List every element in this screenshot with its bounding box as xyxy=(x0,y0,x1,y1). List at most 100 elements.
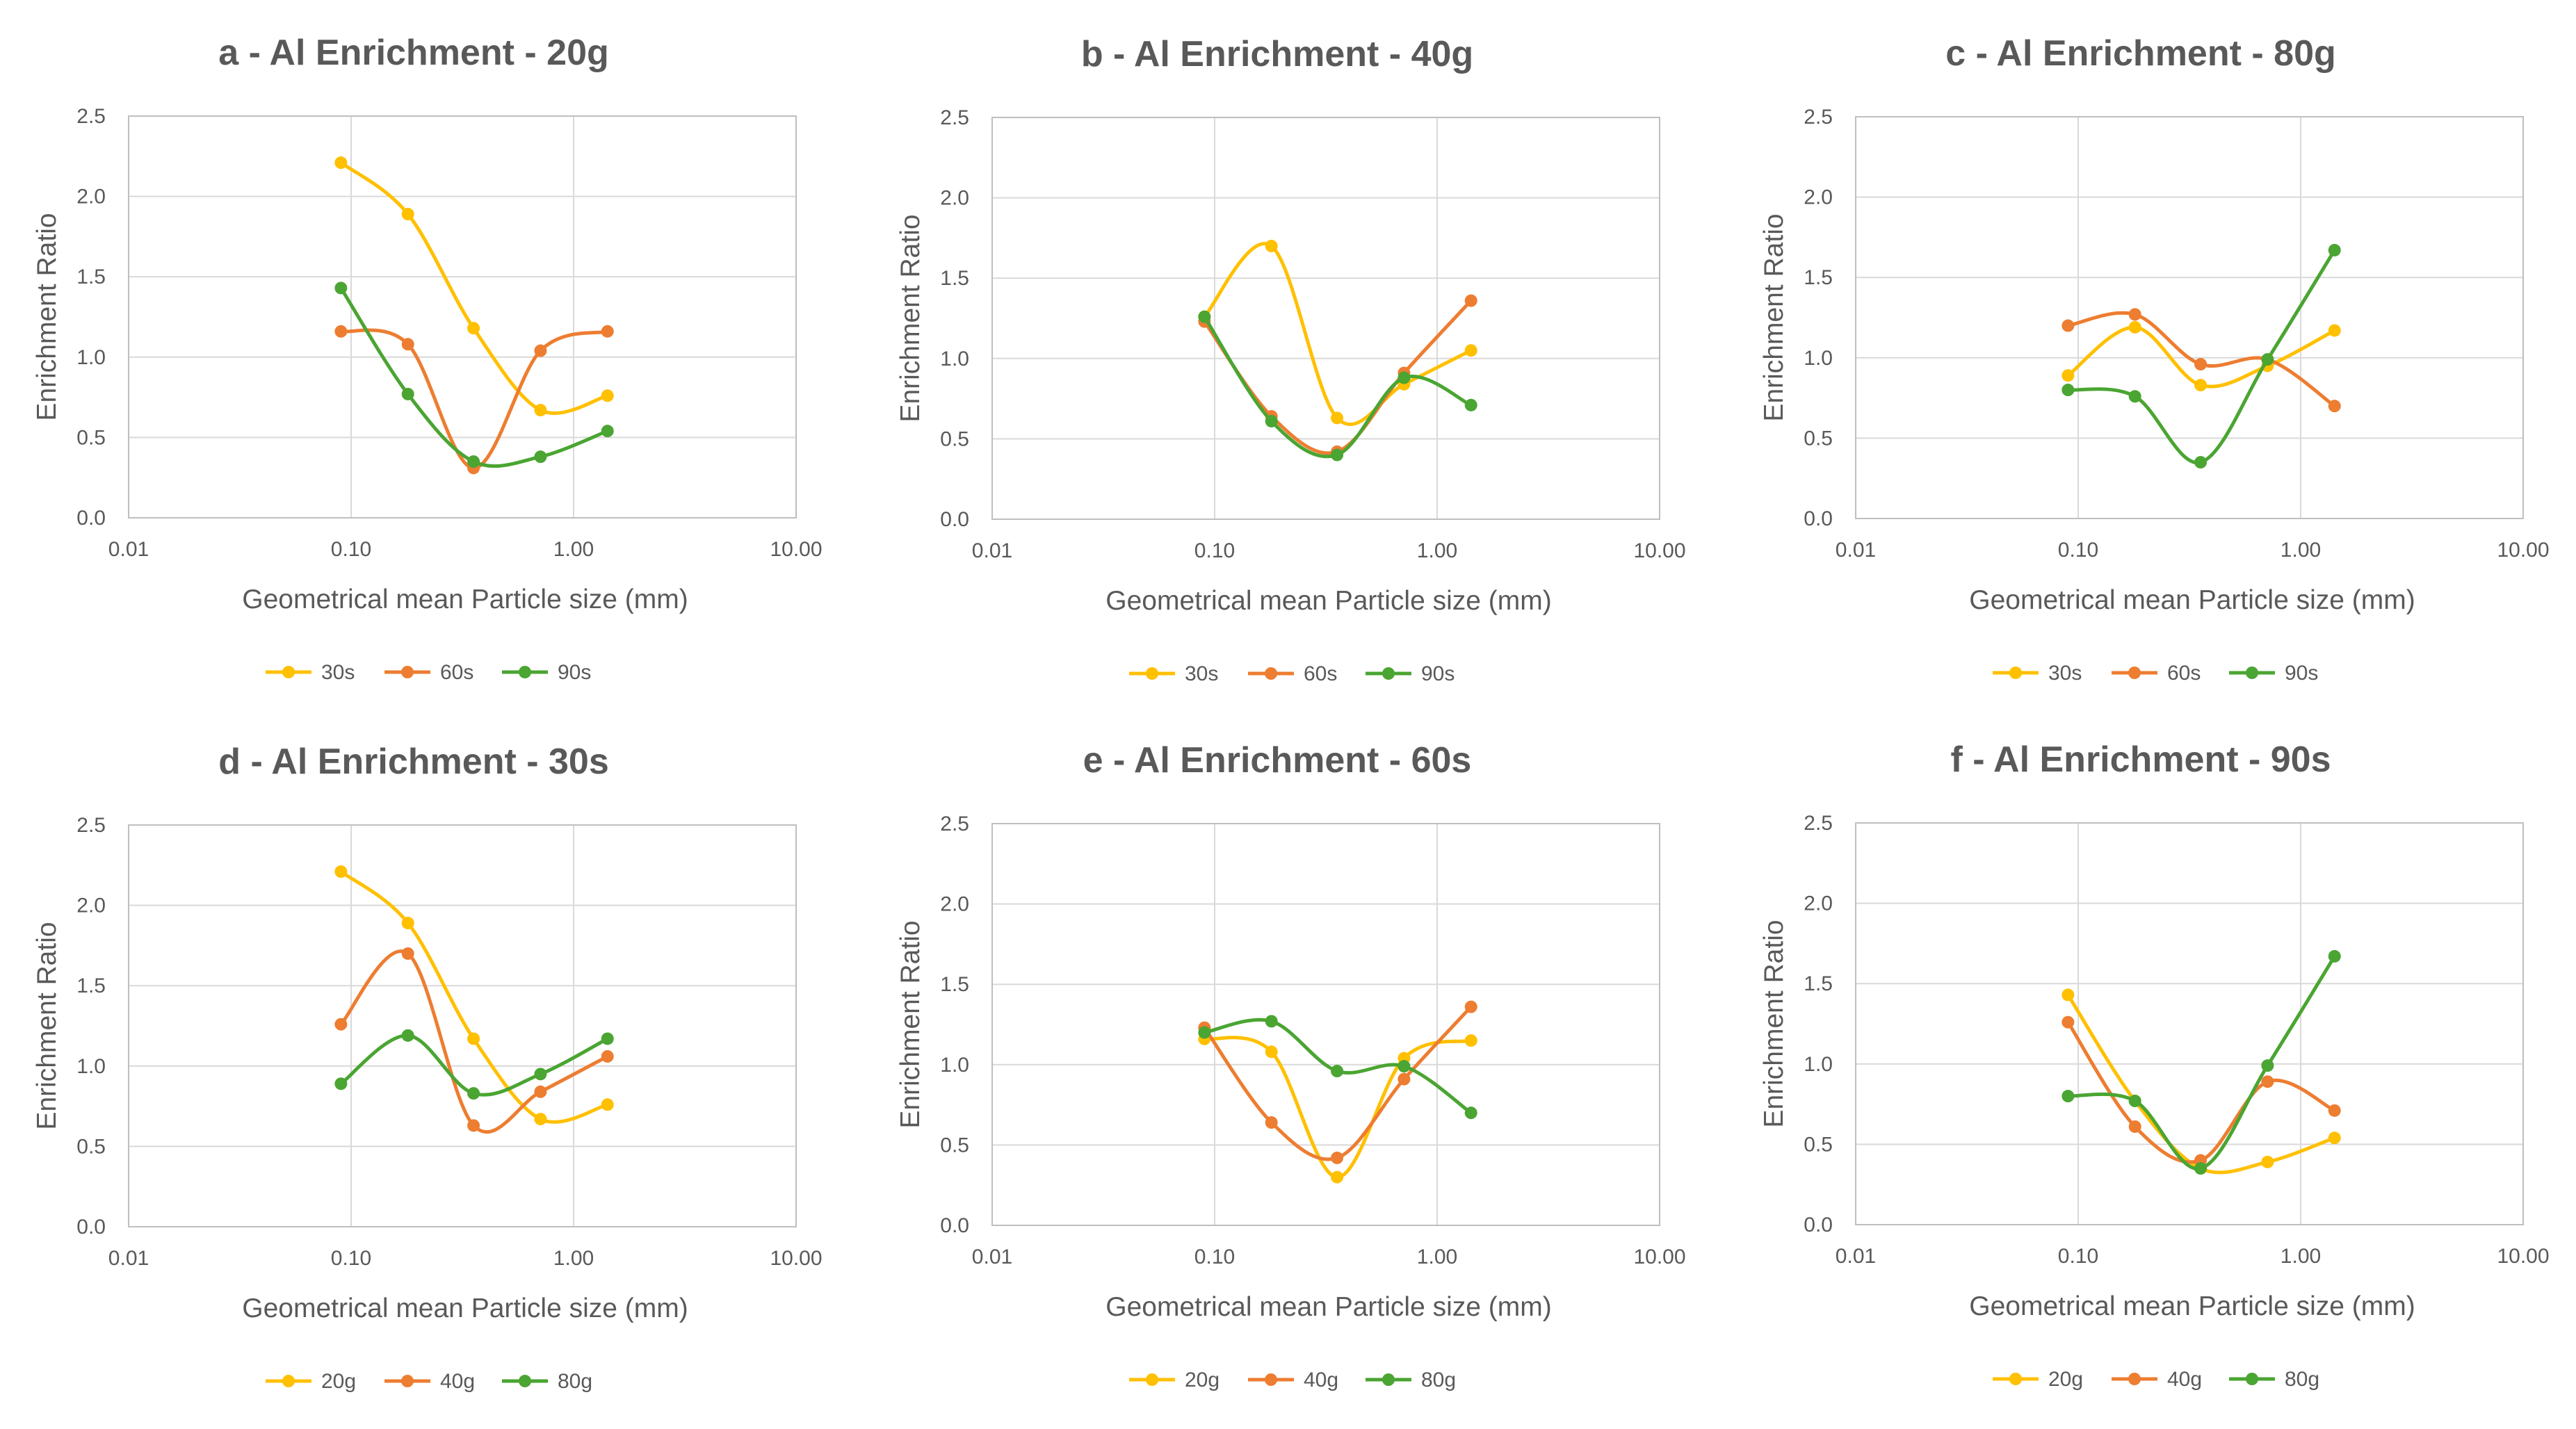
legend-marker xyxy=(1146,1373,1158,1386)
legend-item: 30s xyxy=(1129,662,1218,685)
chart-panel-e: e - Al Enrichment - 60s 0.0 0.5 1.0 1.5 2.0 2.… xyxy=(864,708,1722,1422)
data-point-40g xyxy=(2328,1104,2341,1117)
chart-title: f - Al Enrichment - 90s xyxy=(1950,740,2331,780)
legend-item: 80g xyxy=(2229,1368,2319,1391)
legend-label: 60s xyxy=(2167,662,2201,685)
data-point-90s xyxy=(1265,414,1278,427)
legend-item: 90s xyxy=(2229,662,2318,685)
y-tick-label: 2.5 xyxy=(940,106,969,129)
data-point-20g xyxy=(534,1113,547,1126)
x-axis-label: Geometrical mean Particle size (mm) xyxy=(1105,586,1551,616)
y-tick-label: 1.0 xyxy=(1804,1053,1833,1076)
y-tick-label: 1.5 xyxy=(1804,972,1833,995)
data-point-40g xyxy=(401,947,414,960)
legend-item: 90s xyxy=(502,661,591,684)
chart-svg: d - Al Enrichment - 30s 0.0 0.5 1.0 1.5 2.0 2.… xyxy=(32,742,823,1393)
x-axis-label: Geometrical mean Particle size (mm) xyxy=(1969,585,2415,615)
y-tick-label: 0.5 xyxy=(1804,1133,1833,1156)
series-line-40g xyxy=(2066,1020,2337,1164)
legend-label: 20g xyxy=(1185,1369,1220,1391)
y-axis-label: Enrichment Ratio xyxy=(1759,920,1789,1127)
data-point-30s xyxy=(601,389,614,402)
x-tick-label: 10.00 xyxy=(770,538,822,561)
series-line-90s xyxy=(2066,248,2337,465)
x-tick-label: 0.10 xyxy=(1194,1246,1235,1268)
data-point-80g xyxy=(601,1032,614,1045)
y-axis-label: Enrichment Ratio xyxy=(32,213,62,420)
legend-label: 90s xyxy=(1421,662,1455,685)
y-tick-label: 0.0 xyxy=(76,507,106,530)
x-axis-label: Geometrical mean Particle size (mm) xyxy=(242,1293,688,1323)
legend-item: 80g xyxy=(1366,1369,1456,1391)
y-tick-label: 2.0 xyxy=(1804,892,1833,915)
legend-item: 60s xyxy=(1248,662,1337,685)
y-tick-label: 1.0 xyxy=(1804,347,1833,370)
series-line-30s xyxy=(339,161,610,415)
data-point-30s xyxy=(2194,379,2208,392)
data-point-90s xyxy=(601,425,614,438)
data-point-60s xyxy=(2061,319,2075,332)
legend-label: 80g xyxy=(2285,1368,2319,1391)
x-tick-label: 1.00 xyxy=(2281,1245,2321,1268)
data-point-30s xyxy=(1331,411,1344,425)
data-point-30s xyxy=(2328,324,2341,337)
legend-marker xyxy=(282,666,295,678)
data-point-40g xyxy=(2061,1015,2075,1029)
data-point-80g xyxy=(1198,1026,1211,1039)
y-tick-label: 2.5 xyxy=(940,813,969,835)
y-axis-label: Enrichment Ratio xyxy=(896,920,925,1128)
legend-label: 20g xyxy=(321,1370,356,1393)
plot-frame xyxy=(128,115,797,518)
y-tick-label: 1.0 xyxy=(76,346,106,369)
y-tick-label: 0.0 xyxy=(76,1216,106,1239)
data-point-40g xyxy=(1398,1072,1411,1086)
x-tick-label: 0.01 xyxy=(108,1247,149,1270)
legend-item: 40g xyxy=(1248,1369,1338,1391)
y-tick-label: 0.5 xyxy=(940,427,969,450)
legend-marker xyxy=(1265,667,1277,680)
legend-item: 20g xyxy=(266,1370,356,1393)
y-tick-label: 2.0 xyxy=(76,895,106,917)
y-tick-label: 1.0 xyxy=(940,1054,969,1077)
x-tick-label: 0.10 xyxy=(2058,539,2098,562)
data-point-20g xyxy=(2261,1155,2274,1168)
legend-item: 80g xyxy=(502,1370,592,1393)
legend-label: 90s xyxy=(2285,662,2318,685)
y-tick-label: 0.0 xyxy=(1804,507,1833,530)
legend-marker xyxy=(2128,1373,2141,1385)
legend-marker xyxy=(401,666,414,678)
y-tick-label: 0.0 xyxy=(940,508,969,531)
x-tick-label: 10.00 xyxy=(1633,539,1685,562)
data-point-40g xyxy=(2261,1075,2274,1088)
y-tick-label: 0.5 xyxy=(1804,427,1833,450)
chart-title: b - Al Enrichment - 40g xyxy=(1081,34,1473,74)
x-tick-label: 1.00 xyxy=(1417,539,1457,562)
x-tick-label: 0.10 xyxy=(2058,1245,2098,1268)
y-tick-label: 0.0 xyxy=(1804,1214,1833,1236)
y-tick-label: 1.5 xyxy=(76,266,106,288)
chart-title: e - Al Enrichment - 60s xyxy=(1083,740,1472,781)
chart-title: d - Al Enrichment - 30s xyxy=(218,742,609,782)
y-tick-label: 1.0 xyxy=(940,348,969,370)
series-line-90s xyxy=(1202,315,1473,459)
legend-marker xyxy=(519,666,531,678)
y-tick-label: 2.5 xyxy=(76,814,106,837)
legend-marker xyxy=(282,1375,295,1387)
data-point-90s xyxy=(401,387,414,400)
chart-panel-f: f - Al Enrichment - 90s 0.0 0.5 1.0 1.5 2.0 2.… xyxy=(1727,707,2576,1421)
data-point-80g xyxy=(467,1087,480,1100)
data-point-20g xyxy=(1331,1170,1344,1184)
y-tick-label: 2.0 xyxy=(940,893,969,916)
x-tick-label: 0.10 xyxy=(331,1247,371,1270)
data-point-40g xyxy=(601,1050,614,1063)
data-point-80g xyxy=(2328,949,2341,963)
y-tick-label: 0.5 xyxy=(76,1135,106,1158)
data-point-40g xyxy=(534,1085,547,1098)
x-axis-label: Geometrical mean Particle size (mm) xyxy=(1969,1291,2415,1321)
data-point-60s xyxy=(401,338,414,351)
data-point-80g xyxy=(2061,1090,2075,1103)
y-tick-label: 1.5 xyxy=(76,974,106,997)
legend-item: 40g xyxy=(384,1370,475,1393)
legend-item: 20g xyxy=(1129,1369,1220,1391)
x-tick-label: 0.01 xyxy=(1836,1245,1876,1268)
